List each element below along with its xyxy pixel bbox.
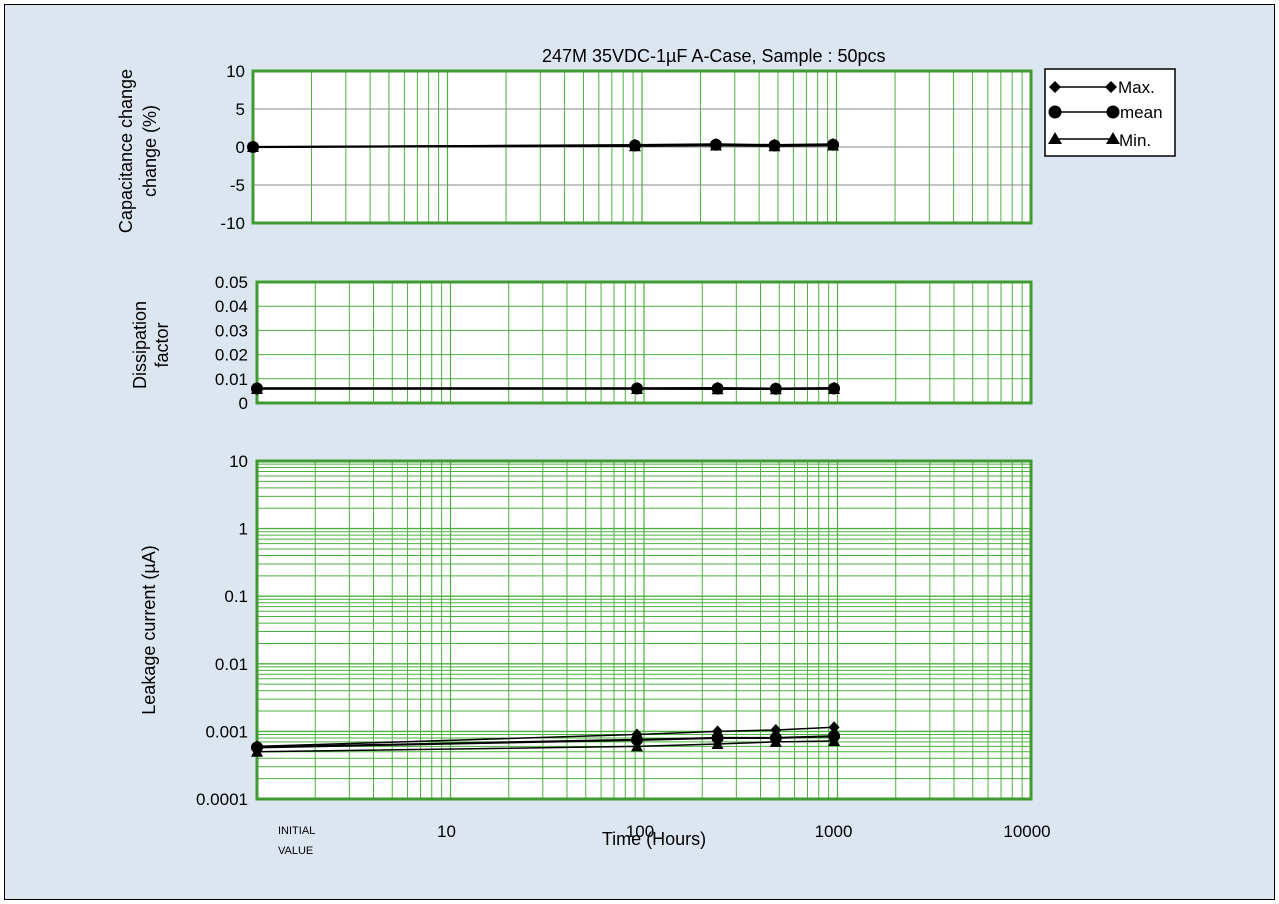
chart-frame: 247M 35VDC-1µF A-Case, Sample : 50pcs Ca… — [4, 4, 1275, 900]
data-point-mean — [630, 733, 643, 746]
dissipation-ylabel-line2: factor — [152, 322, 172, 367]
data-point-min — [628, 140, 641, 152]
y-tick-label: 0.01 — [215, 370, 248, 389]
triangle-marker-icon — [1106, 132, 1120, 144]
capacitance-ylabel-change: change — [140, 138, 160, 197]
data-point-min — [828, 382, 841, 394]
x-tick-label: 10000 — [1003, 822, 1050, 841]
triangle-marker-icon — [1048, 132, 1062, 144]
data-point-min — [711, 383, 724, 395]
capacitance-plot: 10 5 0 -5 -10 — [220, 62, 1033, 233]
data-point-min — [827, 139, 840, 151]
y-tick-label: 10 — [229, 452, 248, 471]
y-tick-label: 0.04 — [215, 297, 248, 316]
chart-panels: 10 5 0 -5 -10 0.05 0.04 0.03 0.02 0.01 0 10 1 0.1 0.01… — [196, 62, 1051, 857]
x-tick-label: 10 — [437, 822, 456, 841]
plot-border — [255, 280, 1033, 405]
x-tick-label: 1000 — [815, 822, 853, 841]
data-point-min — [769, 383, 782, 395]
y-tick-label: 0 — [239, 394, 248, 413]
legend-label-mean: mean — [1120, 103, 1163, 122]
data-point-min — [711, 738, 724, 750]
y-tick-label: -5 — [230, 176, 245, 195]
y-tick-label: 5 — [236, 100, 245, 119]
legend-label-max: Max. — [1118, 78, 1155, 97]
x-tick-label-initial-line2: VALUE — [278, 845, 313, 857]
legend-entry-max: Max. — [1049, 78, 1155, 97]
circle-marker-icon — [1106, 105, 1120, 119]
circle-marker-icon — [1048, 105, 1062, 119]
capacitance-ylabel-line2: change (%) — [140, 105, 160, 197]
data-point-min — [769, 735, 782, 747]
legend-entry-mean: mean — [1048, 103, 1163, 122]
y-tick-label: 0.02 — [215, 346, 248, 365]
data-point-min — [709, 139, 722, 151]
data-point-min — [630, 740, 643, 752]
data-point-min — [251, 745, 263, 757]
leakage-ylabel: Leakage current (µA) — [139, 545, 159, 714]
dissipation-plot: 0.05 0.04 0.03 0.02 0.01 0 — [215, 273, 1033, 413]
legend: Max. mean Min. — [1044, 68, 1176, 157]
data-point-min — [630, 382, 643, 394]
plot-border — [255, 459, 1033, 801]
chart-svg: 247M 35VDC-1µF A-Case, Sample : 50pcs Ca… — [116, 46, 1176, 857]
data-point-min — [247, 141, 259, 152]
x-tick-label: 100 — [626, 822, 654, 841]
y-tick-label: 0.001 — [205, 722, 248, 741]
y-tick-label: 0.01 — [215, 655, 248, 674]
legend-entry-min: Min. — [1048, 131, 1151, 150]
y-tick-label: 0.0001 — [196, 790, 248, 809]
diamond-marker-icon — [1049, 81, 1061, 93]
y-tick-label: 0 — [236, 138, 245, 157]
time-xlabel: Time (Hours) — [602, 829, 706, 849]
y-tick-label: 1 — [239, 520, 248, 539]
data-point-min — [828, 735, 841, 747]
data-point-min — [251, 382, 263, 394]
dissipation-ylabel: Dissipation — [130, 301, 150, 389]
x-tick-label-initial: INITIAL — [278, 825, 315, 837]
y-tick-label: 0.05 — [215, 273, 248, 292]
capacitance-ylabel-unit: (%) — [140, 105, 160, 133]
capacitance-ylabel: Capacitance change — [116, 69, 136, 233]
legend-label-min: Min. — [1119, 131, 1151, 150]
y-tick-label: -10 — [220, 214, 245, 233]
diamond-marker-icon — [1105, 81, 1117, 93]
chart-title: 247M 35VDC-1µF A-Case, Sample : 50pcs — [542, 46, 886, 66]
leakage-plot: 10 1 0.1 0.01 0.001 0.0001 INITIAL VALUE 10 100 10… — [196, 452, 1051, 857]
y-tick-label: 10 — [226, 62, 245, 81]
data-point-max — [828, 721, 840, 734]
data-point-min — [768, 140, 781, 152]
y-tick-label: 0.1 — [224, 587, 248, 606]
data-point-mean — [711, 731, 724, 744]
y-tick-label: 0.03 — [215, 321, 248, 340]
